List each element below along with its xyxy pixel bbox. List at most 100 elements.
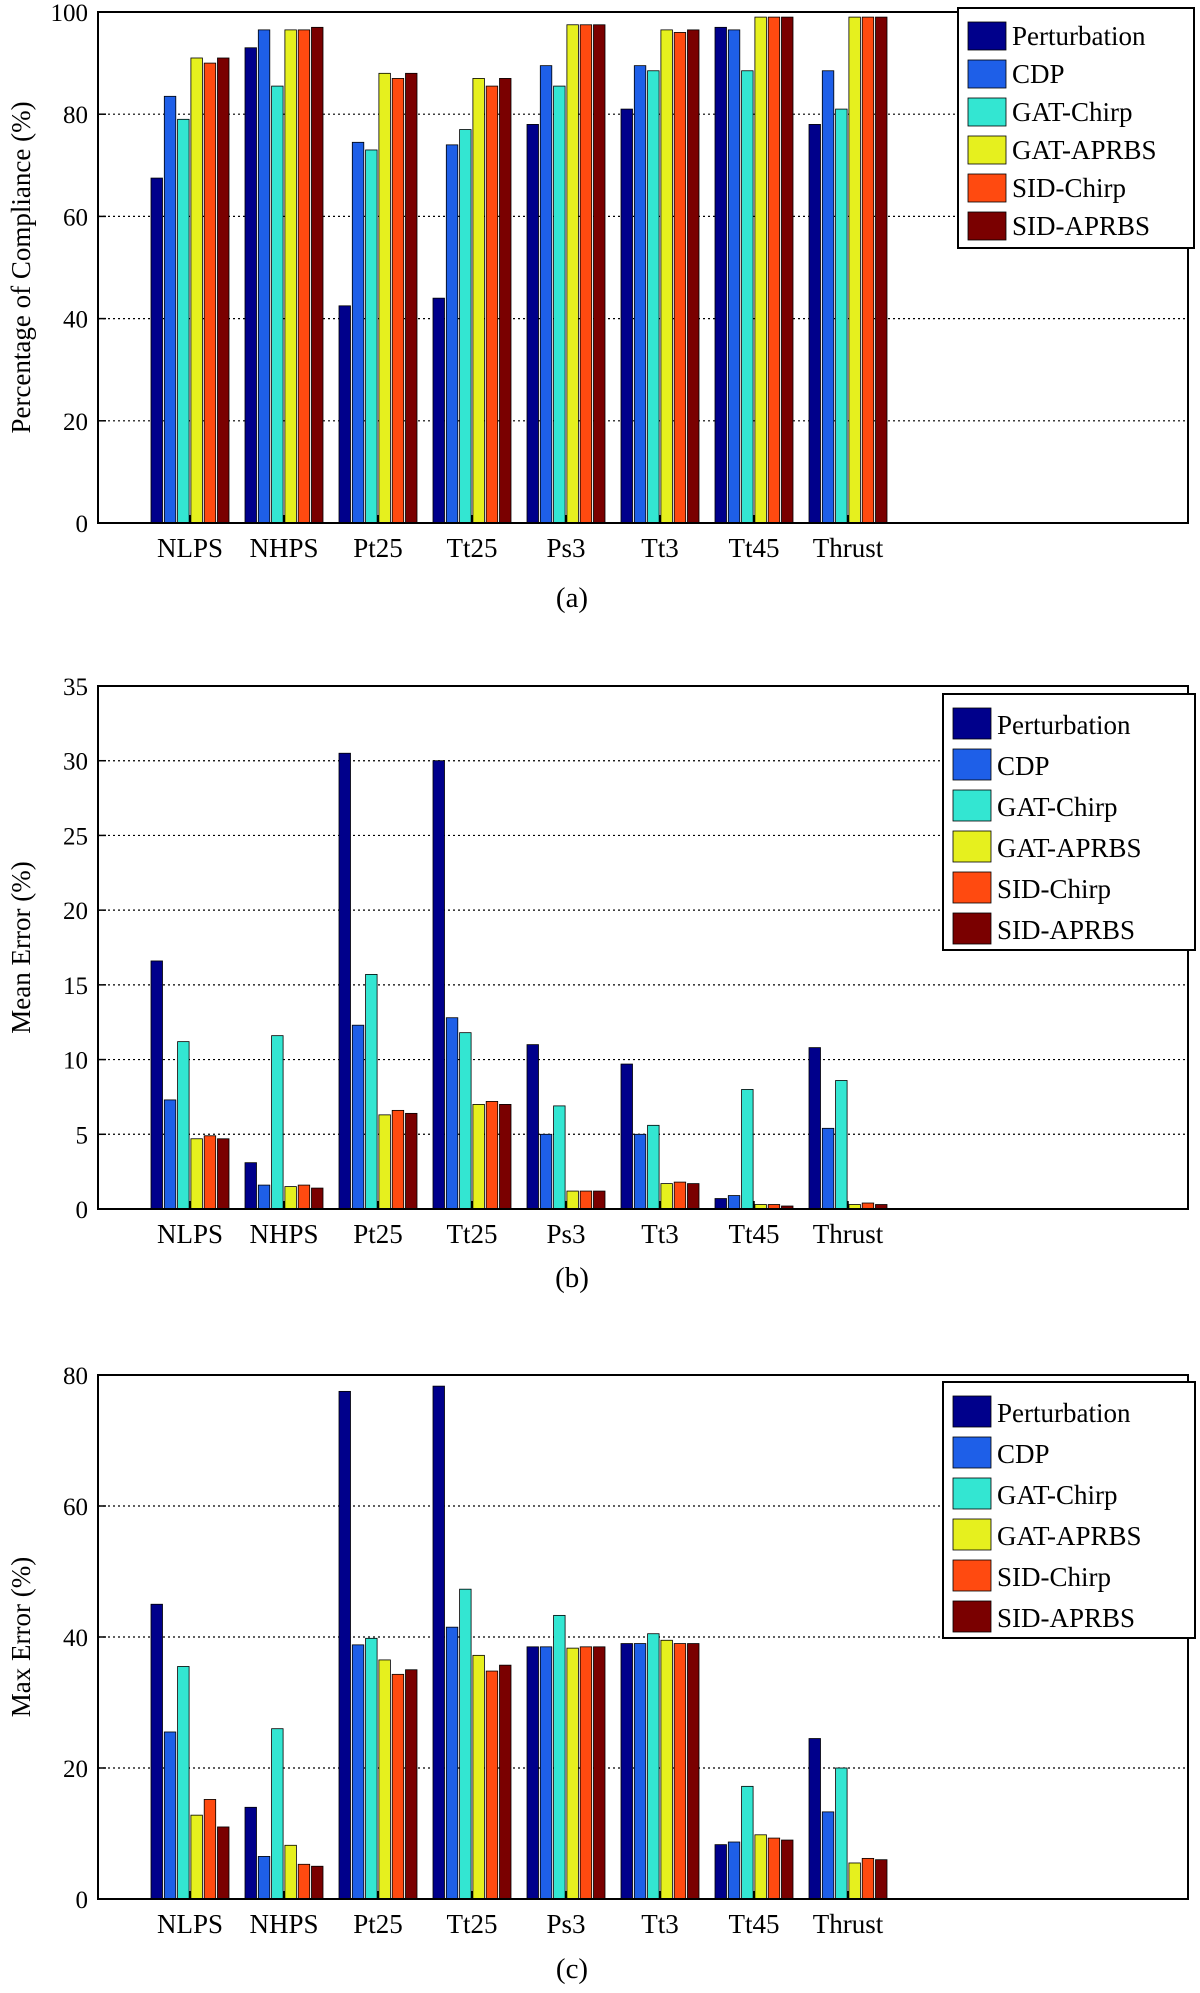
bar-gat-chirp-thrust (835, 1080, 848, 1210)
bar-gat-chirp-ps3 (553, 1614, 566, 1900)
bar-gat-aprbs-tt3 (660, 29, 673, 524)
y-tick-label: 20 (63, 1756, 88, 1783)
legend: Perturbation CDP GAT-Chirp GAT-APRBS SID-Chi… (957, 7, 1195, 249)
bar-perturbation-ps3 (526, 1646, 539, 1900)
bar-gat-aprbs-ps3 (566, 1190, 579, 1210)
category-label: NLPS (157, 1219, 223, 1249)
legend-label: GAT-APRBS (997, 1521, 1142, 1551)
legend-label: CDP (1012, 59, 1065, 89)
bar-sid-aprbs-thrust (875, 1859, 888, 1900)
bar-gat-aprbs-tt3 (660, 1183, 673, 1210)
legend-swatch (967, 97, 1007, 127)
legend-label: SID-Chirp (997, 874, 1111, 904)
panel-caption: (b) (555, 1262, 589, 1294)
bar-sid-aprbs-tt25 (499, 1104, 512, 1210)
legend-label: GAT-APRBS (997, 833, 1142, 863)
bar-gat-chirp-tt45 (741, 1785, 754, 1900)
legend-label: SID-APRBS (997, 1603, 1135, 1633)
legend-label: CDP (997, 751, 1050, 781)
bar-sid-aprbs-pt25 (405, 1669, 418, 1900)
bar-sid-aprbs-nhps (311, 1187, 324, 1210)
bar-gat-aprbs-thrust (848, 16, 861, 524)
category-label: NLPS (157, 533, 223, 563)
bar-perturbation-nlps (150, 177, 163, 524)
bar-gat-chirp-nhps (271, 85, 284, 524)
category-label: Tt3 (641, 1219, 679, 1249)
bar-cdp-nlps (163, 1731, 177, 1900)
category-label: Pt25 (353, 533, 403, 563)
bar-sid-aprbs-nlps (217, 1138, 230, 1210)
bar-gat-chirp-ps3 (553, 1105, 566, 1210)
y-tick-label: 60 (63, 204, 88, 231)
category-label: Pt25 (353, 1219, 403, 1249)
bar-sid-chirp-nlps (203, 1135, 217, 1210)
legend-label: SID-APRBS (1012, 211, 1150, 241)
bar-cdp-tt3 (633, 1643, 647, 1900)
category-label: Tt45 (729, 533, 780, 563)
bar-gat-aprbs-pt25 (378, 1659, 391, 1900)
y-tick-label: 40 (63, 1625, 88, 1652)
bar-gat-aprbs-pt25 (378, 1114, 391, 1210)
legend-label: GAT-Chirp (1012, 97, 1133, 127)
bar-sid-aprbs-tt45 (781, 1839, 794, 1900)
bar-gat-chirp-tt25 (459, 1588, 472, 1900)
y-tick-label: 10 (63, 1048, 88, 1075)
category-label: Tt45 (729, 1909, 780, 1939)
bar-cdp-nlps (163, 1099, 177, 1210)
bar-perturbation-nhps (244, 1162, 257, 1210)
bar-gat-chirp-nlps (177, 118, 190, 524)
bar-sid-chirp-ps3 (579, 1646, 593, 1900)
plot-frame (97, 11, 1189, 524)
legend-label: GAT-APRBS (1012, 135, 1157, 165)
bar-sid-aprbs-ps3 (593, 1646, 606, 1900)
bar-gat-chirp-thrust (835, 108, 848, 524)
bar-cdp-tt45 (727, 29, 741, 524)
category-label: Ps3 (546, 1219, 585, 1249)
bar-cdp-ps3 (539, 65, 553, 524)
bar-sid-aprbs-tt3 (687, 29, 700, 524)
bar-gat-chirp-tt3 (647, 1633, 660, 1900)
bar-sid-aprbs-tt3 (687, 1183, 700, 1210)
legend-swatch (952, 1395, 992, 1428)
bar-sid-chirp-thrust (861, 1857, 875, 1900)
bar-gat-chirp-tt3 (647, 1124, 660, 1210)
bar-gat-aprbs-ps3 (566, 1647, 579, 1900)
category-label: Tt3 (641, 533, 679, 563)
bar-gat-chirp-pt25 (365, 973, 378, 1210)
category-label: Tt45 (729, 1219, 780, 1249)
y-tick-label: 20 (63, 409, 88, 436)
legend-swatch (967, 59, 1007, 89)
chart-panel-b: 0 5 10 15 20 25 30 35 NLPS NHPS Pt25 Tt25 Ps3 Tt3 Tt45… (6, 674, 1196, 1294)
panel-caption: (a) (556, 582, 588, 614)
legend-swatch (952, 1436, 992, 1469)
category-label: Thrust (813, 1219, 884, 1249)
category-label: Thrust (813, 533, 884, 563)
legend-swatch (967, 211, 1007, 241)
bar-cdp-tt45 (727, 1195, 741, 1210)
y-axis-label: Max Error (%) (6, 1557, 36, 1717)
bar-sid-chirp-pt25 (391, 1109, 405, 1210)
bar-sid-chirp-nhps (297, 1184, 311, 1210)
y-tick-label: 100 (51, 0, 89, 27)
y-axis-label: Percentage of Compliance (%) (6, 101, 36, 433)
bar-cdp-tt25 (445, 1017, 459, 1210)
legend-swatch (952, 830, 992, 863)
bar-cdp-nlps (163, 95, 177, 524)
category-label: Tt3 (641, 1909, 679, 1939)
legend-label: Perturbation (997, 710, 1131, 740)
legend-swatch (967, 173, 1007, 203)
bar-sid-aprbs-tt3 (687, 1643, 700, 1900)
legend-swatch (952, 1477, 992, 1510)
bar-gat-aprbs-nlps (190, 57, 203, 524)
bar-sid-chirp-nhps (297, 29, 311, 524)
category-label: Ps3 (546, 533, 585, 563)
bar-sid-chirp-tt3 (673, 32, 687, 524)
y-tick-label: 80 (63, 102, 88, 129)
bar-gat-chirp-tt3 (647, 70, 660, 524)
bar-perturbation-tt3 (620, 1063, 633, 1210)
bar-cdp-tt3 (633, 1133, 647, 1210)
y-tick-label: 30 (63, 749, 88, 776)
bar-sid-aprbs-thrust (875, 16, 888, 524)
y-tick-label: 25 (63, 823, 88, 850)
bar-sid-aprbs-tt25 (499, 78, 512, 524)
